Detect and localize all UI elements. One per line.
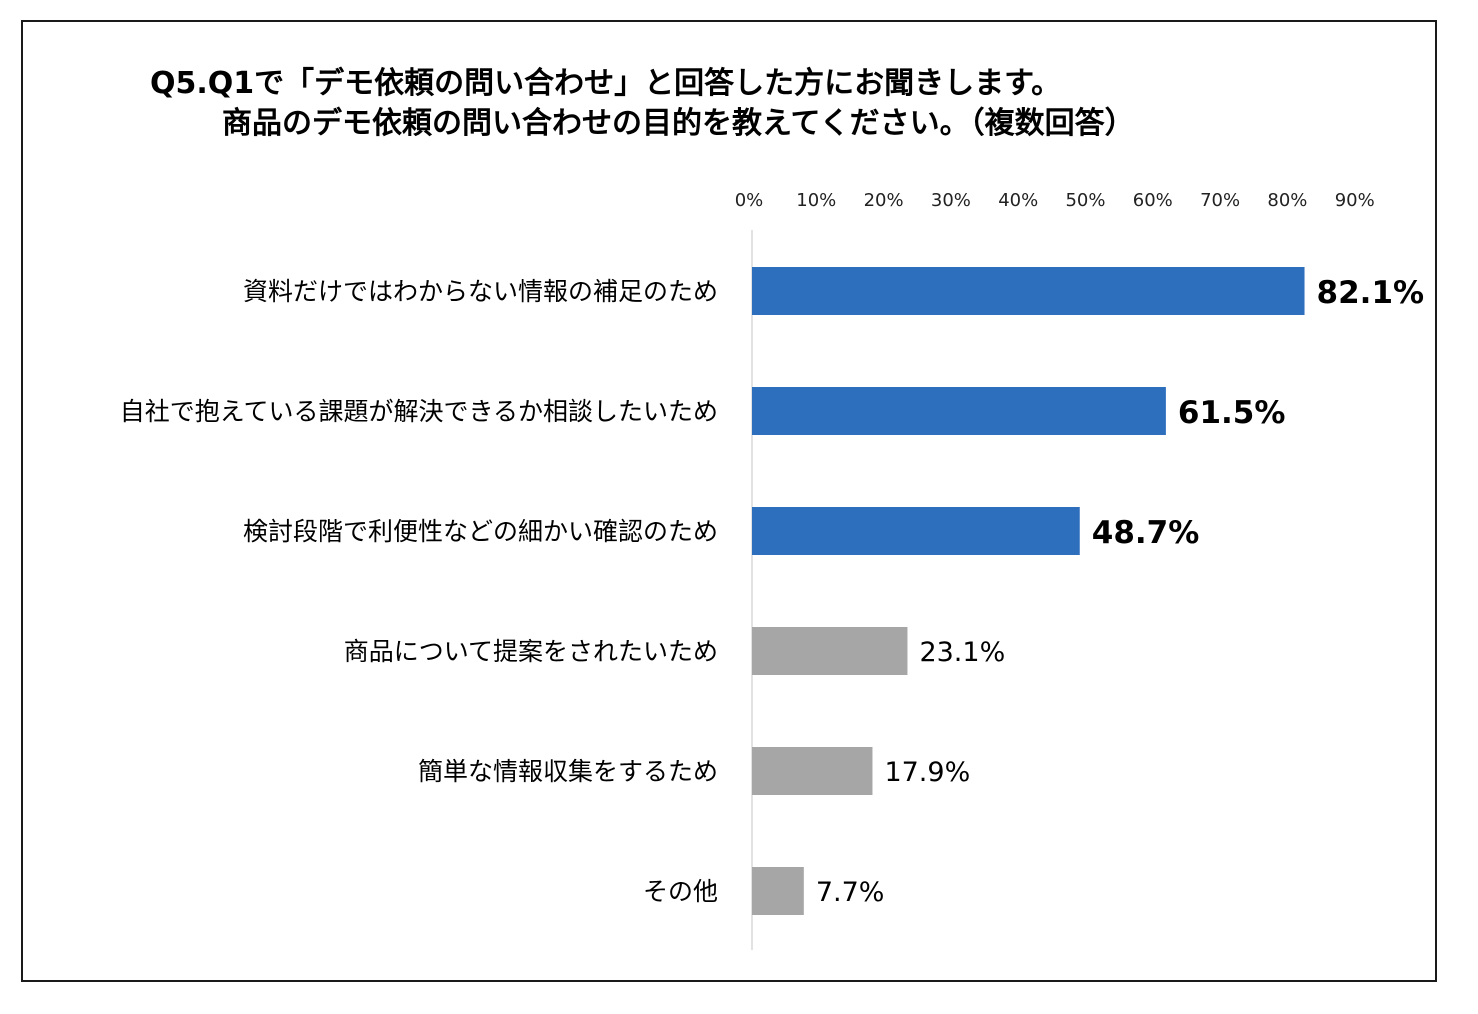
bar — [752, 387, 1166, 435]
bar — [752, 507, 1080, 555]
data-label: 48.7% — [1092, 515, 1200, 551]
bar — [752, 267, 1305, 315]
bar — [752, 747, 873, 795]
bar — [752, 867, 804, 915]
category-label: 簡単な情報収集をするため — [418, 757, 718, 786]
category-label: 商品について提案をされたいため — [344, 637, 718, 666]
x-tick-label: 80% — [1267, 190, 1307, 211]
x-tick-label: 70% — [1200, 190, 1240, 211]
category-label: その他 — [643, 877, 718, 906]
x-tick-label: 90% — [1335, 190, 1375, 211]
x-tick-label: 50% — [1065, 190, 1105, 211]
x-tick-label: 40% — [998, 190, 1038, 211]
x-tick-label: 30% — [931, 190, 971, 211]
x-tick-label: 10% — [796, 190, 836, 211]
x-tick-label: 0% — [735, 190, 764, 211]
data-label: 7.7% — [816, 877, 885, 908]
category-label: 資料だけではわからない情報の補足のため — [243, 277, 718, 306]
category-label: 自社で抱えている課題が解決できるか相談したいため — [120, 397, 718, 426]
bar — [752, 627, 908, 675]
chart-title-text-1: Q5.Q1で「デモ依頼の問い合わせ」と回答した方にお聞きします。 — [150, 66, 1062, 101]
chart-title-text-2: 商品のデモ依頼の問い合わせの目的を教えてください。（複数回答） — [222, 106, 1135, 141]
chart-frame — [21, 20, 1437, 982]
category-label: 検討段階で利便性などの細かい確認のため — [243, 517, 718, 546]
x-tick-label: 20% — [864, 190, 904, 211]
data-label: 23.1% — [919, 637, 1005, 668]
data-label: 17.9% — [884, 757, 970, 788]
data-label: 61.5% — [1178, 395, 1286, 431]
data-label: 82.1% — [1317, 275, 1425, 311]
x-tick-label: 60% — [1133, 190, 1173, 211]
